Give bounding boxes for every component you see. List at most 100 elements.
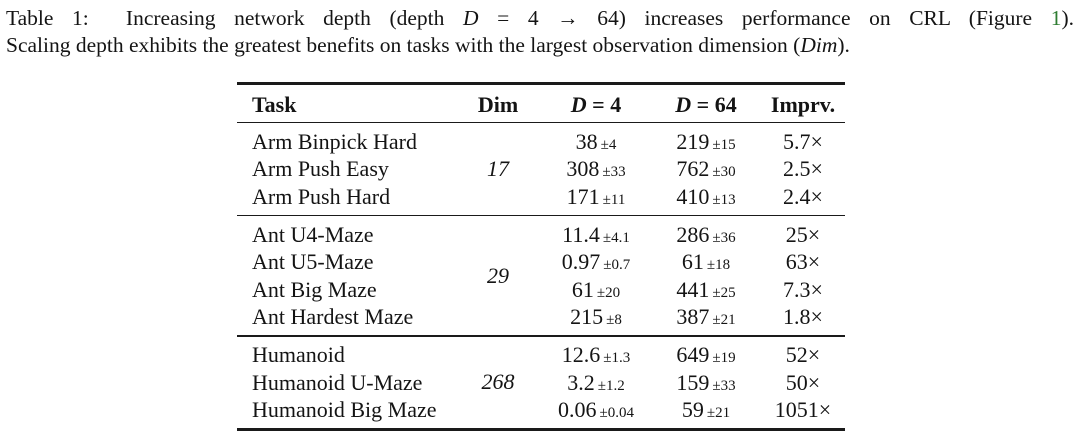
- caption-line-2: Scaling depth exhibits the greatest bene…: [6, 32, 1074, 59]
- header-cell-d4: D = 4: [541, 85, 651, 122]
- d64-mean: 387: [676, 304, 710, 329]
- text-segment: ).: [1061, 6, 1074, 30]
- table-bottom-rule: [237, 428, 845, 431]
- d4-stddev: ±20: [596, 284, 621, 301]
- d64-value-cell: 387 ±21: [651, 303, 761, 331]
- task-cell: Ant U4-Maze: [252, 221, 374, 247]
- text-segment: = 4 → 64) increases performance on CRL (…: [478, 6, 1051, 30]
- table-row: Humanoid U-Maze 3.2 ±1.2 159 ±33 50×: [237, 369, 845, 397]
- task-cell: Arm Push Easy: [252, 156, 389, 181]
- d64-mean: 61: [681, 249, 704, 274]
- d4-mean: 12.6: [561, 342, 601, 367]
- d64-value-cell: 286 ±36: [651, 221, 761, 249]
- d4-mean: 0.97: [561, 249, 601, 274]
- d64-stddev: ±33: [712, 377, 736, 394]
- table-top-rule: [237, 82, 845, 85]
- dim-cell-spacer: [455, 183, 541, 211]
- d64-mean: 762: [676, 156, 710, 181]
- d4-stddev: ±4.1: [602, 229, 630, 246]
- improvement-cell: 50×: [785, 369, 821, 395]
- d4-value-cell: 0.97 ±0.7: [541, 248, 651, 276]
- d64-value-cell: 59 ±21: [651, 396, 761, 424]
- d64-stddev: ±25: [712, 284, 736, 301]
- header-cell-dim: Dim: [455, 85, 541, 122]
- d4-mean: 308: [566, 156, 600, 181]
- text-segment: Dim: [477, 91, 519, 117]
- table-row: Arm Binpick Hard 38 ±4 219 ±15 5.7×: [237, 128, 845, 156]
- d4-stddev: ±1.2: [597, 377, 625, 394]
- improvement-cell: 2.4×: [783, 183, 823, 209]
- text-segment: Imprv.: [770, 91, 836, 117]
- d64-stddev: ±21: [712, 312, 736, 328]
- text-segment: = 64: [691, 91, 737, 117]
- d4-value-cell: 171 ±11: [541, 183, 651, 211]
- d64-stddev: ±15: [712, 136, 736, 153]
- task-cell: Humanoid: [252, 342, 345, 367]
- italic-text: D: [675, 91, 692, 117]
- d64-value-cell: 219 ±15: [651, 128, 761, 156]
- task-cell: Ant U5-Maze: [252, 249, 374, 274]
- table-row: Ant Hardest Maze 215 ±8 387 ±21 1.8×: [237, 303, 845, 331]
- italic-text: D: [570, 91, 587, 117]
- group-separator-rule: [237, 214, 845, 216]
- dim-cell-spacer: [455, 303, 541, 331]
- improvement-cell: 52×: [785, 342, 821, 367]
- d64-mean: 159: [676, 369, 710, 395]
- d4-value-cell: 12.6 ±1.3: [541, 341, 651, 369]
- figure-ref-link[interactable]: 1: [1050, 6, 1062, 30]
- improvement-cell: 63×: [785, 249, 821, 274]
- d64-mean: 219: [676, 128, 710, 154]
- d4-stddev: ±0.7: [603, 257, 631, 273]
- dim-cell-spacer: [455, 396, 541, 424]
- header-cell-d64: D = 64: [651, 85, 761, 122]
- table-group-2: Humanoid 12.6 ±1.3 649 ±19 52× Humanoid U-Maze…: [237, 337, 845, 429]
- dim-cell-spacer: [455, 128, 541, 156]
- d64-value-cell: 61 ±18: [651, 248, 761, 276]
- dim-value: 17: [487, 155, 509, 181]
- d4-stddev: ±33: [602, 164, 626, 180]
- table-row: Ant Big Maze 61 ±20 441 ±25 7.3×: [237, 276, 845, 304]
- task-cell: Ant Hardest Maze: [252, 304, 414, 329]
- text-segment: Scaling depth exhibits the greatest bene…: [6, 33, 801, 58]
- d4-value-cell: 3.2 ±1.2: [541, 369, 651, 397]
- improvement-cell: 5.7×: [783, 128, 823, 154]
- d4-mean: 0.06: [558, 397, 597, 422]
- d64-value-cell: 410 ±13: [651, 183, 761, 211]
- d64-stddev: ±18: [706, 257, 731, 273]
- d4-value-cell: 0.06 ±0.04: [541, 396, 651, 424]
- dim-cell-spacer: [455, 221, 541, 249]
- table-group-1: Ant U4-Maze 11.4 ±4.1 286 ±36 25× Ant U5-Maze 0…: [237, 216, 845, 335]
- d64-mean: 59: [681, 397, 704, 422]
- d4-mean: 215: [570, 304, 604, 329]
- dim-cell-spacer: [455, 341, 541, 369]
- d4-stddev: ±4: [600, 136, 617, 153]
- d4-stddev: ±1.3: [603, 350, 631, 366]
- d4-mean: 171: [566, 183, 600, 209]
- d4-value-cell: 38 ±4: [541, 128, 651, 156]
- d4-mean: 11.4: [562, 221, 600, 247]
- table-row: Humanoid 12.6 ±1.3 649 ±19 52×: [237, 341, 845, 369]
- improvement-cell: 7.3×: [783, 276, 823, 302]
- table-row: Ant U5-Maze 0.97 ±0.7 61 ±18 63×: [237, 248, 845, 276]
- d4-mean: 3.2: [567, 369, 595, 395]
- improvement-cell: 2.5×: [783, 156, 823, 181]
- table-group-0: Arm Binpick Hard 38 ±4 219 ±15 5.7× Arm Push E…: [237, 123, 845, 215]
- task-cell: Humanoid U-Maze: [252, 369, 423, 395]
- header-cell-task: Task: [237, 85, 455, 122]
- header-cell-imprv: Imprv.: [761, 85, 845, 122]
- italic-text: D: [462, 6, 479, 30]
- text-segment: Task: [252, 91, 297, 117]
- improvement-cell: 1.8×: [783, 304, 823, 329]
- italic-text: Dim: [800, 33, 838, 58]
- d4-mean: 38: [575, 128, 598, 154]
- task-cell: Ant Big Maze: [252, 276, 377, 302]
- text-segment: ).: [837, 33, 850, 58]
- table-row: Arm Push Easy 308 ±33 762 ±30 2.5×: [237, 155, 845, 183]
- d4-value-cell: 215 ±8: [541, 303, 651, 331]
- d64-stddev: ±21: [706, 405, 731, 421]
- table-caption: Table 1: Increasing network depth (depth…: [6, 5, 1074, 59]
- task-cell: Arm Push Hard: [252, 183, 391, 209]
- dim-value: 268: [481, 369, 515, 395]
- d4-stddev: ±8: [606, 312, 622, 328]
